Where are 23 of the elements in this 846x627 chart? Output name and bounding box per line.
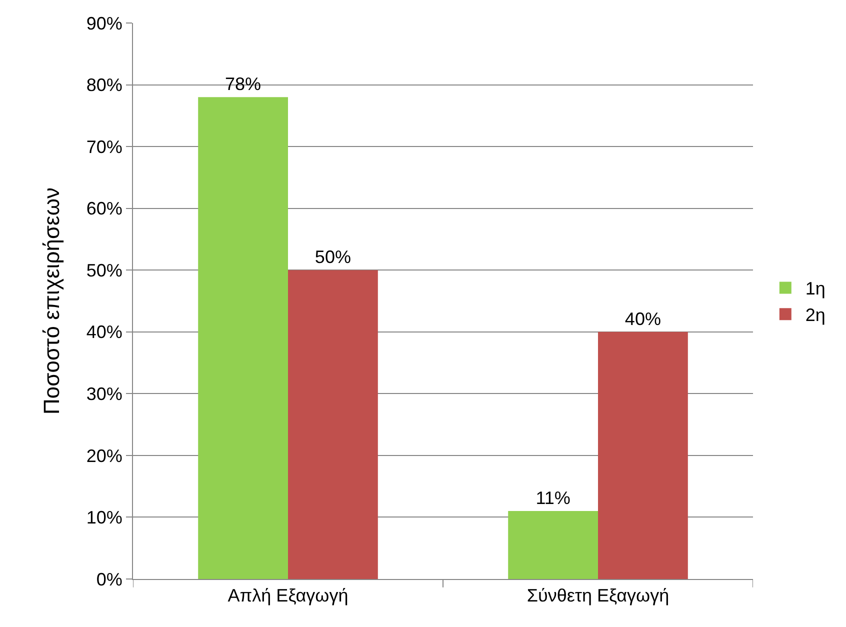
y-tick-label: 60% xyxy=(86,198,122,219)
y-tick-label: 90% xyxy=(86,13,122,34)
y-tick-label: 30% xyxy=(86,384,122,404)
y-tick-label: 80% xyxy=(86,75,122,96)
y-tick-label: 10% xyxy=(86,508,122,528)
y-tick-label: 0% xyxy=(96,569,122,590)
y-tick-label: 20% xyxy=(86,446,122,466)
y-tick-label: 70% xyxy=(86,136,122,157)
bar xyxy=(288,270,378,579)
data-label: 78% xyxy=(225,74,262,94)
y-tick-label: 50% xyxy=(86,260,122,280)
data-label: 11% xyxy=(536,488,570,508)
bar xyxy=(508,511,598,579)
data-label: 40% xyxy=(624,308,661,329)
y-axis-title: Ποσοστό επιχειρήσεων xyxy=(39,188,64,414)
legend-label: 2η xyxy=(805,305,826,326)
legend-label: 1η xyxy=(805,278,826,299)
x-tick-label: Απλή Εξαγωγή xyxy=(228,586,348,606)
y-tick-label: 40% xyxy=(86,322,122,342)
data-label: 50% xyxy=(314,247,351,268)
bar xyxy=(198,97,288,579)
bar xyxy=(598,332,688,579)
x-tick-label: Σύνθετη Εξαγωγή xyxy=(526,586,670,606)
